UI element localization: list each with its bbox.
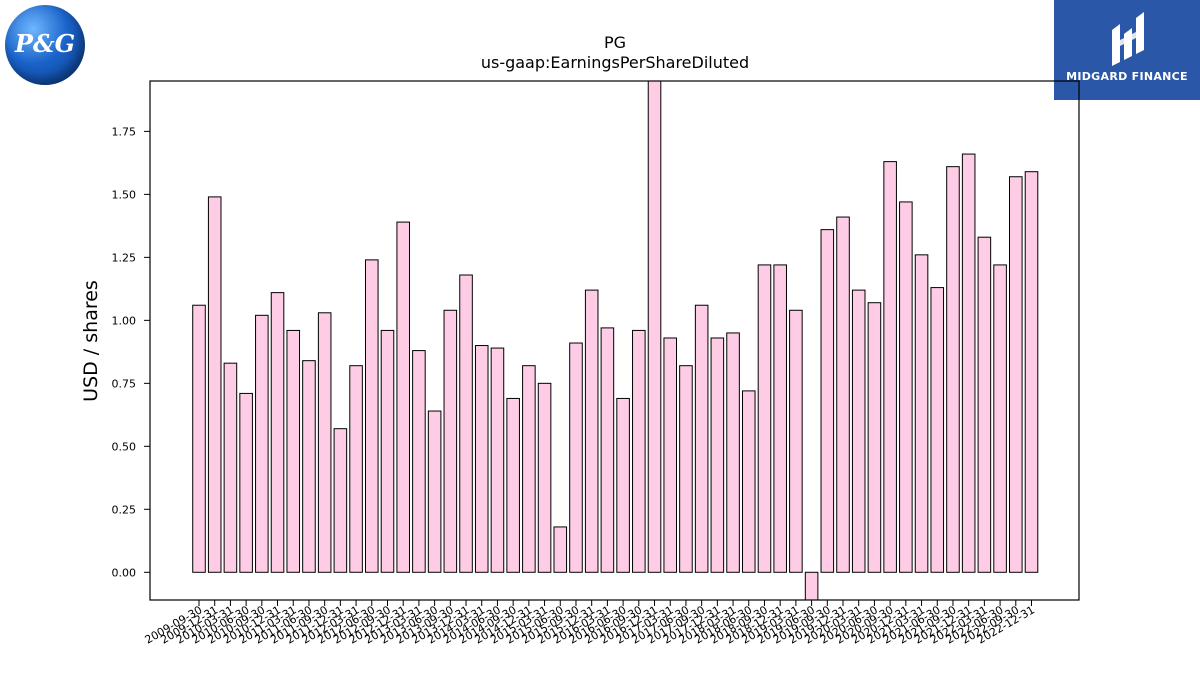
bar-2012-03-31 — [349, 365, 363, 573]
bar-2009-12-31 — [207, 196, 222, 573]
bars-group — [192, 80, 1039, 601]
bar-2017-03-31 — [663, 337, 678, 573]
bar-2011-03-31 — [286, 329, 301, 573]
y-ticks-group: 0.00 0.25 0.50 0.75 1.00 1.25 1.50 1.75 — [112, 125, 150, 579]
bar-2010-06-30 — [239, 392, 253, 573]
bar-2013-06-30 — [427, 410, 442, 573]
bar-2021-12-31 — [961, 153, 976, 573]
bar-2013-12-31 — [459, 274, 473, 573]
bar-2012-12-31 — [396, 221, 410, 573]
bar-2016-06-30 — [616, 397, 630, 573]
bar-2009-09-30 — [192, 304, 206, 573]
bar-2020-06-30 — [867, 302, 882, 573]
bar-2015-09-30 — [569, 342, 583, 573]
bar-2019-06-30 — [804, 571, 819, 601]
bar-2013-03-31 — [412, 350, 426, 573]
bar-2018-12-31 — [773, 264, 787, 573]
y-tick-label: 0.25 — [112, 503, 137, 516]
bar-2021-06-30 — [930, 287, 945, 573]
bar-2018-06-30 — [741, 390, 756, 573]
bar-2018-03-31 — [726, 332, 740, 573]
plot-frame — [149, 80, 1080, 601]
bar-2013-09-30 — [443, 309, 458, 573]
bar-2022-09-30 — [1009, 176, 1023, 573]
y-tick-label: 1.00 — [112, 314, 137, 327]
bar-2011-09-30 — [317, 312, 332, 573]
bar-2022-06-30 — [993, 264, 1007, 573]
bar-2011-06-30 — [302, 360, 316, 573]
bar-2016-12-31 — [647, 80, 662, 573]
bar-2010-03-31 — [223, 362, 238, 573]
midgard-mark-icon — [1112, 12, 1144, 66]
chart-subtitle: us-gaap:EarningsPerShareDiluted — [481, 53, 749, 72]
bar-2016-09-30 — [632, 329, 646, 573]
y-tick-label: 1.50 — [112, 188, 137, 201]
bar-2014-06-30 — [490, 347, 505, 573]
bar-2020-03-31 — [851, 289, 866, 573]
bar-2015-03-31 — [537, 382, 552, 573]
chart-title: PG — [604, 33, 626, 52]
bar-2012-06-30 — [365, 259, 379, 573]
pg-logo-text: P&G — [14, 29, 76, 58]
y-tick-label: 0.50 — [112, 440, 137, 453]
bar-2015-12-31 — [584, 289, 599, 573]
x-ticks-group: 2009-09-302009-12-312010-03-312010-06-30… — [143, 600, 1037, 647]
y-tick-label: 0.00 — [112, 566, 137, 579]
bar-2010-12-31 — [270, 292, 285, 573]
bar-2019-03-31 — [789, 309, 803, 573]
pg-logo: P&G — [5, 5, 85, 85]
bar-2012-09-30 — [380, 329, 395, 573]
bar-2014-09-30 — [506, 397, 520, 573]
bar-2016-03-31 — [600, 327, 615, 573]
bar-2017-09-30 — [694, 304, 709, 573]
bar-2021-09-30 — [946, 166, 960, 573]
bar-2015-06-30 — [553, 526, 568, 573]
bar-2020-12-31 — [899, 201, 913, 573]
midgard-finance-logo: MIDGARD FINANCE — [1054, 0, 1200, 100]
bar-2017-12-31 — [710, 337, 725, 573]
midgard-finance-logo-text: MIDGARD FINANCE — [1066, 70, 1188, 83]
bar-2017-06-30 — [679, 365, 693, 573]
bar-2014-03-31 — [474, 345, 489, 573]
bar-2018-09-30 — [757, 264, 772, 573]
y-tick-label: 0.75 — [112, 377, 137, 390]
bar-2022-03-31 — [977, 236, 992, 573]
bar-2020-09-30 — [883, 161, 897, 573]
y-tick-label: 1.75 — [112, 125, 137, 138]
y-axis-label: USD / shares — [80, 280, 102, 402]
bar-2019-09-30 — [820, 229, 835, 573]
bar-2019-12-31 — [836, 216, 850, 573]
y-tick-label: 1.25 — [112, 251, 137, 264]
bar-2014-12-31 — [522, 365, 536, 573]
bar-2022-12-31 — [1024, 171, 1039, 573]
bar-2021-03-31 — [914, 254, 929, 573]
bar-2011-12-31 — [333, 428, 348, 573]
bar-2010-09-30 — [255, 314, 269, 573]
